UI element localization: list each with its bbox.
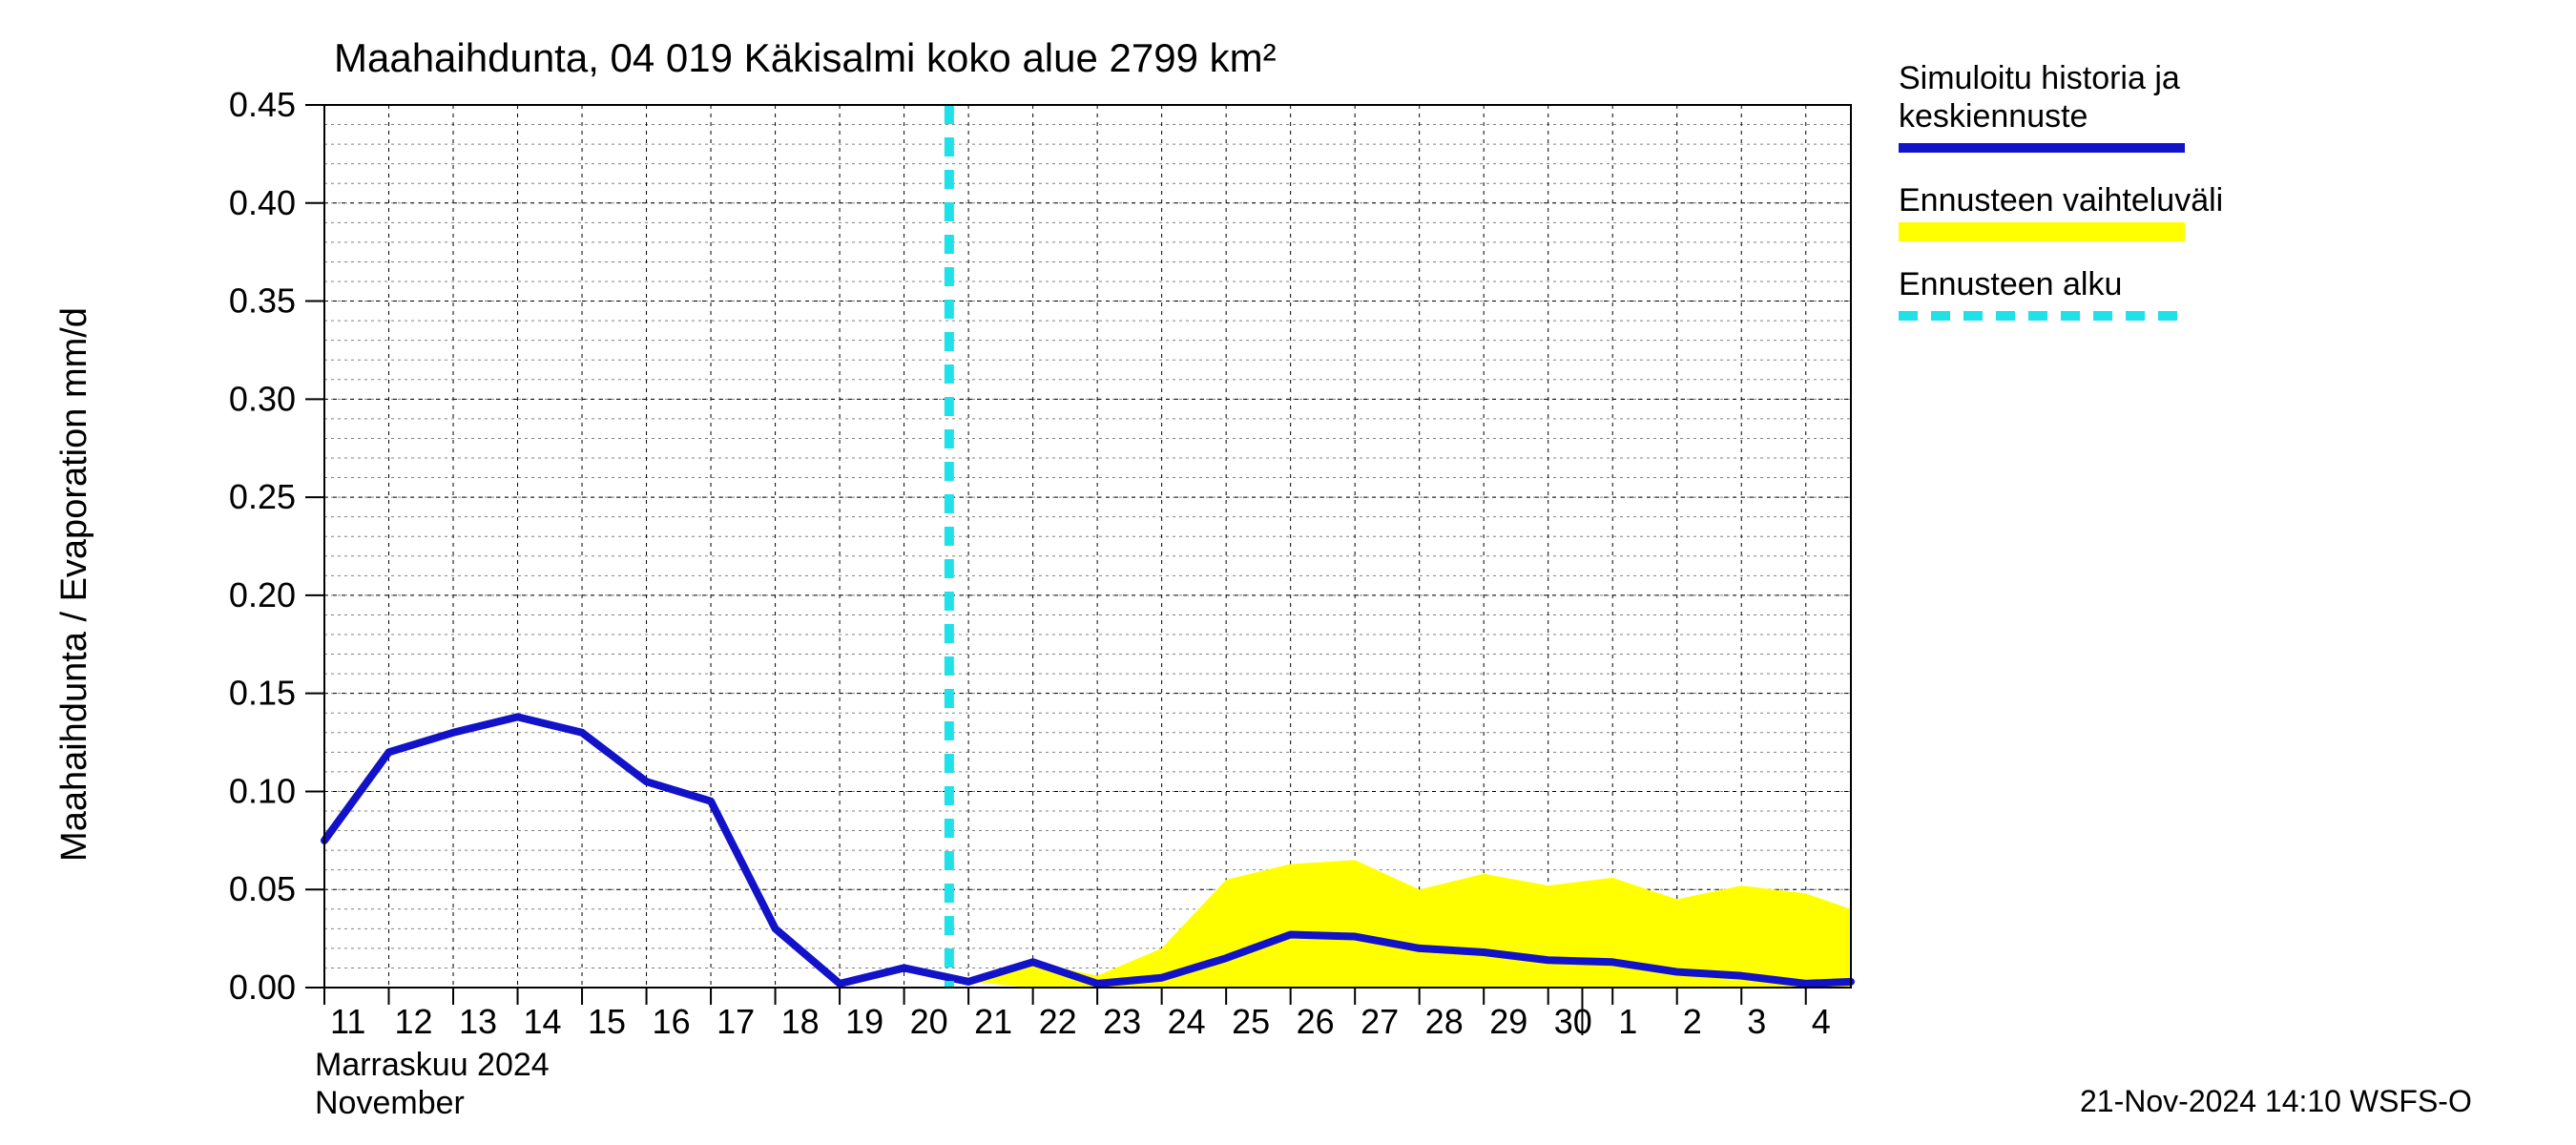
ytick-label: 0.45 — [229, 85, 296, 124]
xtick-label: 16 — [653, 1002, 691, 1041]
ytick-label: 0.25 — [229, 477, 296, 516]
xtick-label: 30 — [1554, 1002, 1592, 1041]
xtick-label: 1 — [1618, 1002, 1637, 1041]
xtick-label: 29 — [1489, 1002, 1527, 1041]
xtick-label: 17 — [717, 1002, 755, 1041]
x-footer-line-2: November — [315, 1085, 465, 1121]
legend-label: keskiennuste — [1899, 98, 2088, 135]
evaporation-chart: 0.00 0.05 0.10 0.15 0.20 0.25 0.30 0.35 0.40 0.45… — [0, 0, 2576, 1145]
y-axis-label: Maahaihdunta / Evaporation mm/d — [54, 307, 94, 862]
xtick-label: 26 — [1297, 1002, 1335, 1041]
legend-label: Simuloitu historia ja — [1899, 60, 2180, 96]
ytick-label: 0.05 — [229, 869, 296, 908]
xtick-label: 4 — [1812, 1002, 1831, 1041]
xtick-label: 20 — [910, 1002, 948, 1041]
xtick-label: 19 — [845, 1002, 883, 1041]
xtick-label: 25 — [1232, 1002, 1270, 1041]
plot-frame — [324, 105, 1851, 988]
xtick-label: 24 — [1168, 1002, 1206, 1041]
xtick-label: 18 — [781, 1002, 820, 1041]
legend-swatch — [1899, 222, 2185, 241]
xtick-label: 14 — [524, 1002, 562, 1041]
ytick-label: 0.30 — [229, 379, 296, 418]
xtick-label: 27 — [1361, 1002, 1399, 1041]
xtick-label: 22 — [1039, 1002, 1077, 1041]
forecast-band — [968, 860, 1851, 988]
xtick-label: 2 — [1683, 1002, 1702, 1041]
ytick-label: 0.20 — [229, 575, 296, 614]
ytick-label: 0.00 — [229, 968, 296, 1007]
xtick-label: 3 — [1747, 1002, 1766, 1041]
xtick-label: 12 — [395, 1002, 433, 1041]
ytick-label: 0.15 — [229, 674, 296, 713]
legend-label: Ennusteen alku — [1899, 266, 2122, 302]
ytick-label: 0.40 — [229, 183, 296, 222]
xtick-label: 28 — [1425, 1002, 1464, 1041]
ytick-label: 0.10 — [229, 771, 296, 810]
xtick-label: 15 — [588, 1002, 626, 1041]
xtick-label: 11 — [330, 1002, 365, 1041]
xtick-label: 23 — [1103, 1002, 1141, 1041]
chart-svg: 0.00 0.05 0.10 0.15 0.20 0.25 0.30 0.35 0.40 0.45… — [0, 0, 2576, 1145]
chart-title: Maahaihdunta, 04 019 Käkisalmi koko alue… — [334, 35, 1277, 80]
legend-label: Ennusteen vaihteluväli — [1899, 182, 2223, 219]
x-footer-line-1: Marraskuu 2024 — [315, 1047, 550, 1083]
ytick-label: 0.35 — [229, 281, 296, 321]
xtick-label: 21 — [974, 1002, 1012, 1041]
xtick-label: 13 — [459, 1002, 497, 1041]
timestamp: 21-Nov-2024 14:10 WSFS-O — [2080, 1084, 2472, 1118]
